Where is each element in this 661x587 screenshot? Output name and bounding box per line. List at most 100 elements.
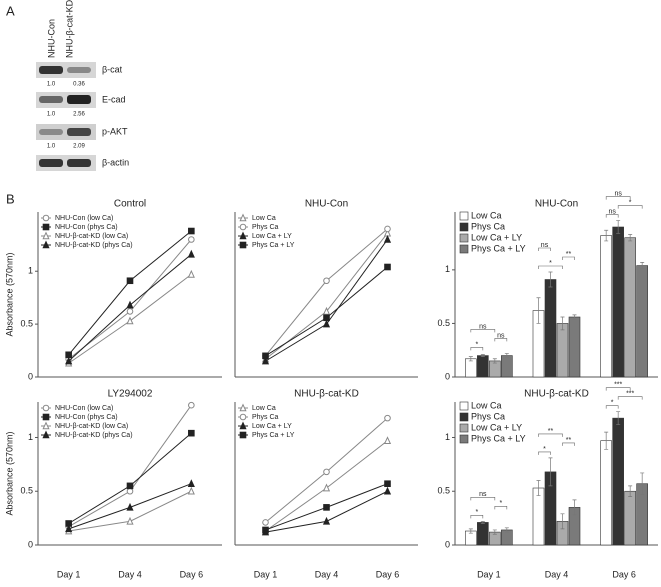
marker [126, 300, 134, 309]
legend-label: NHU-β-cat-KD (phys Ca) [55, 242, 133, 249]
bar [612, 226, 624, 378]
bar [532, 487, 545, 546]
significance-bracket [538, 451, 551, 455]
legend-marker [239, 223, 247, 231]
chart-title: Control [114, 199, 146, 210]
bar [477, 522, 489, 546]
legend-marker [42, 223, 50, 231]
error-bar [480, 354, 485, 357]
marker [126, 277, 134, 285]
x-tick-label: Day 6 [376, 569, 400, 579]
legend-marker [239, 413, 247, 421]
ratio: 0.36 [73, 82, 85, 88]
error-bar [604, 229, 609, 242]
significance-bracket [605, 196, 631, 200]
error-bar [536, 297, 541, 324]
marker [262, 519, 269, 526]
error-bar [492, 529, 497, 535]
legend-swatch [459, 222, 469, 232]
significance-bracket [605, 387, 631, 391]
error-bar [628, 234, 633, 242]
marker [188, 429, 195, 437]
legend-label: NHU-β-cat-KD (low Ca) [55, 233, 128, 240]
x-tick-label: Day 1 [254, 569, 278, 579]
y-tick-label: 0 [445, 539, 450, 549]
y-tick-label: 0.5 [437, 486, 450, 496]
band [39, 159, 63, 167]
lane-label: NHU-Con [46, 19, 56, 58]
error-bar [536, 480, 541, 496]
error-bar [548, 457, 553, 487]
error-bar [572, 314, 577, 320]
bar [544, 279, 557, 378]
marker [187, 249, 195, 258]
blot-label: β-actin [102, 157, 129, 167]
legend-label: Low Ca [471, 400, 502, 410]
significance-label: ns [541, 242, 549, 249]
error-bar [492, 358, 497, 364]
ratio: 1.0 [47, 82, 56, 88]
bar [465, 358, 477, 378]
blot-label: β-cat [102, 64, 123, 74]
error-bar [616, 411, 621, 425]
legend-label: Phys Ca + LY [252, 432, 295, 439]
blot-label: E-cad [102, 94, 126, 104]
legend-marker [42, 430, 50, 439]
marker [188, 227, 195, 235]
legend-marker [42, 421, 50, 430]
marker [188, 236, 195, 243]
significance-bracket [470, 497, 496, 501]
bar [568, 316, 581, 378]
marker [187, 486, 195, 495]
significance-label: * [499, 500, 502, 507]
legend-label: Low Ca + LY [471, 422, 522, 432]
error-bar [480, 520, 485, 524]
legend-label: Phys Ca + LY [471, 243, 526, 253]
significance-label: ** [548, 428, 554, 435]
legend-marker [239, 241, 247, 249]
legend-label: Low Ca + LY [471, 232, 522, 242]
legend-label: Phys Ca + LY [471, 433, 526, 443]
legend-label: Low Ca + LY [252, 423, 292, 430]
legend-marker [42, 413, 50, 421]
legend-marker [239, 403, 247, 412]
marker [262, 526, 269, 534]
marker [384, 480, 391, 488]
significance-label: * [611, 400, 614, 407]
x-tick-label: Day 4 [118, 569, 142, 579]
bar [501, 355, 513, 378]
marker [126, 316, 134, 325]
y-tick-label: 1 [445, 432, 450, 442]
ratio: 1.0 [47, 112, 56, 118]
legend-label: NHU-Con (low Ca) [55, 405, 113, 412]
band [39, 129, 63, 135]
marker [383, 436, 392, 445]
significance-label: * [629, 199, 632, 206]
y-tick-label: 1 [445, 264, 450, 274]
marker [384, 414, 391, 422]
ratio: 1.0 [47, 144, 56, 150]
lane-label: NHU-β-cat-KD [64, 0, 74, 58]
legend-label: Phys Ca + LY [252, 242, 295, 249]
legend-marker [239, 213, 247, 222]
line [265, 239, 388, 362]
legend-label: Low Ca [252, 215, 276, 222]
y-tick-label: 1 [28, 266, 33, 276]
error-bar [560, 513, 565, 530]
legend-marker [42, 240, 50, 249]
legend-label: Low Ca [252, 405, 276, 412]
bar [624, 237, 636, 378]
legend-label: NHU-Con (phys Ca) [55, 414, 118, 421]
chart-title: NHU-Con [535, 199, 578, 210]
chart-title: NHU-β-cat-KD [524, 389, 589, 400]
error-bar [604, 431, 609, 450]
bar [556, 323, 569, 378]
chart-title: NHU-Con [305, 199, 348, 210]
significance-bracket [538, 433, 563, 437]
error-bar [504, 353, 509, 359]
legend-label: Phys Ca [471, 411, 505, 421]
marker [384, 263, 391, 271]
marker [187, 269, 195, 278]
marker [323, 277, 330, 285]
significance-label: * [475, 509, 478, 516]
